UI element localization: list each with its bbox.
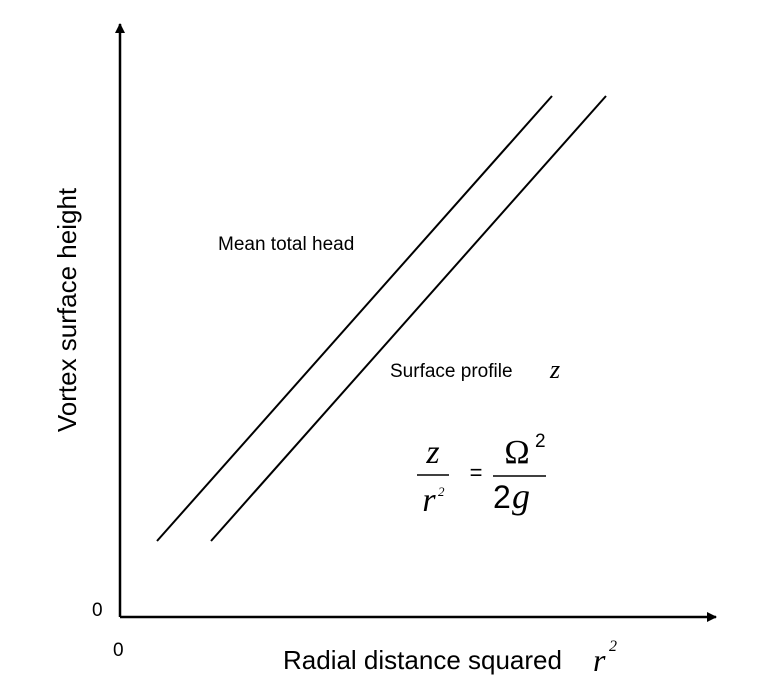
- equation-numerator: Ω: [504, 434, 529, 471]
- x-origin-label: 0: [113, 640, 124, 661]
- equation-denominator: 2: [493, 479, 511, 515]
- equation-denominator: g: [512, 476, 530, 516]
- y-axis-label: Vortex surface height: [52, 187, 82, 432]
- x-axis-label: Radial distance squared: [283, 645, 562, 675]
- line-label: Surface profile: [390, 361, 513, 382]
- surface-profile-line: [210, 95, 607, 542]
- line-label: Mean total head: [218, 234, 354, 255]
- equation-exponent: 2: [438, 484, 445, 499]
- line-symbol: z: [549, 355, 560, 384]
- x-axis-exponent: 2: [609, 638, 617, 655]
- equation-operator: =: [470, 460, 483, 485]
- x-axis-symbol: r: [593, 642, 606, 678]
- equation-numerator: z: [425, 434, 439, 471]
- equation-exponent: 2: [535, 431, 546, 452]
- equation-denominator: r: [422, 482, 436, 519]
- y-origin-label: 0: [92, 600, 103, 621]
- mean-total-head-line: [156, 95, 553, 542]
